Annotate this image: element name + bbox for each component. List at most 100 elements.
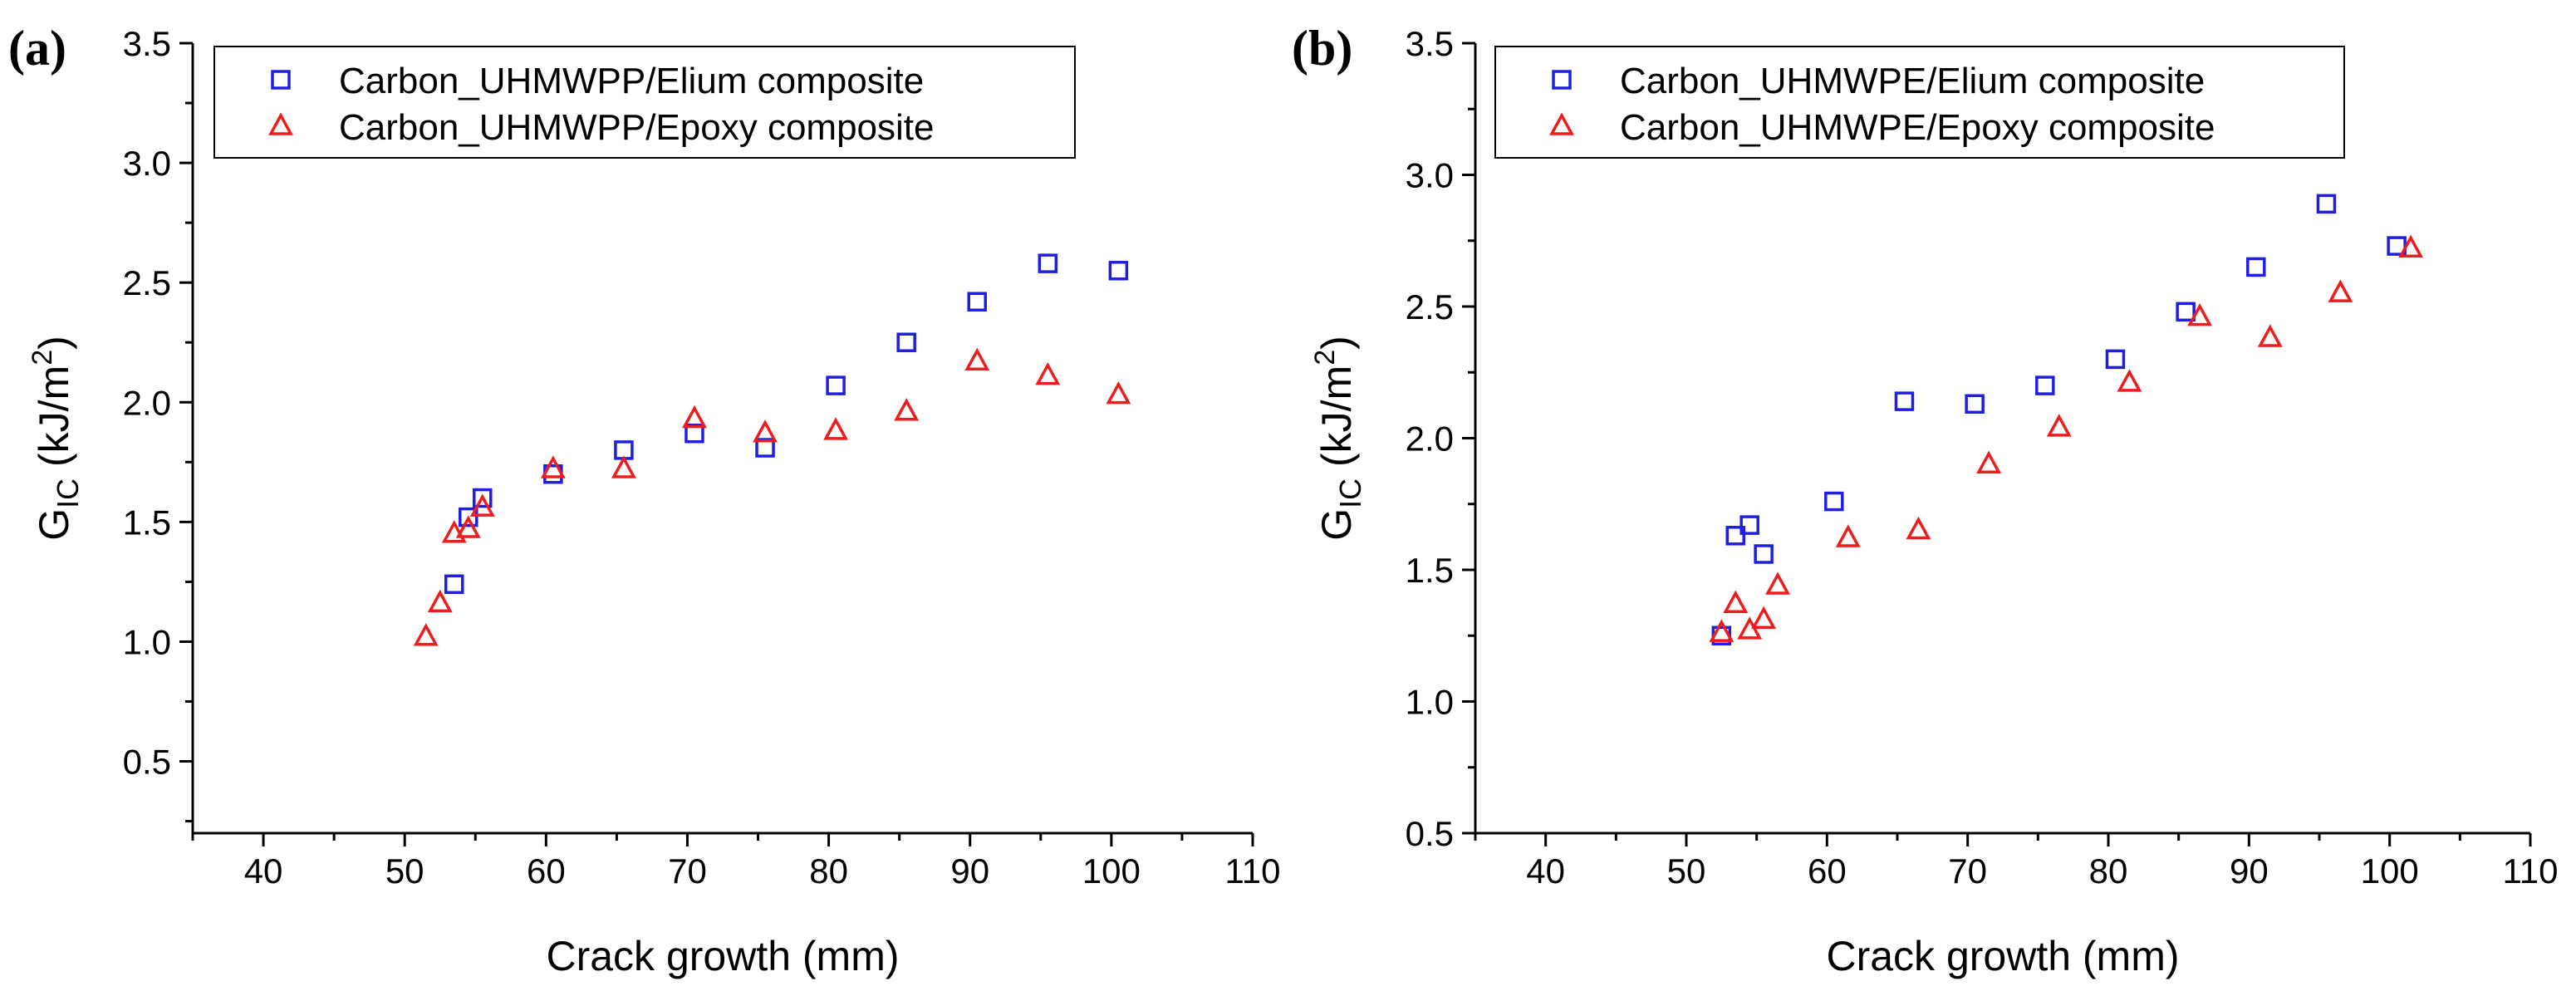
y-tick-label: 3.0 bbox=[123, 144, 171, 183]
data-point-triangle bbox=[427, 589, 453, 613]
data-point-square bbox=[1824, 491, 1844, 512]
data-point-triangle bbox=[611, 455, 636, 478]
x-tick-label: 40 bbox=[1526, 851, 1565, 890]
data-point-triangle bbox=[1723, 590, 1749, 613]
y-axis-title-close: ) bbox=[31, 336, 77, 350]
x-tick-label: 60 bbox=[527, 851, 566, 890]
y-axis-title-sup: 2 bbox=[27, 350, 58, 365]
data-point-square bbox=[1739, 515, 1759, 535]
data-point-triangle bbox=[1709, 619, 1735, 642]
x-axis-title: Crack growth (mm) bbox=[546, 933, 899, 979]
data-point-square bbox=[2246, 257, 2266, 277]
y-tick-label: 1.5 bbox=[123, 503, 171, 542]
x-tick-label: 70 bbox=[1948, 851, 1987, 890]
y-tick-label: 2.0 bbox=[123, 383, 171, 422]
legend-box bbox=[213, 46, 1076, 159]
legend-label: Carbon_UHMWPP/Epoxy composite bbox=[339, 107, 934, 148]
x-tick-label: 90 bbox=[950, 851, 989, 890]
y-tick-label: 0.5 bbox=[123, 743, 171, 782]
data-point-triangle bbox=[823, 417, 849, 440]
data-point-square bbox=[967, 292, 987, 312]
data-point-square bbox=[826, 375, 846, 395]
x-tick-label: 50 bbox=[385, 851, 424, 890]
data-point-triangle bbox=[2398, 234, 2424, 258]
series-1 bbox=[1709, 234, 2424, 642]
y-axis-title: GIC (kJ/m2) bbox=[1309, 336, 1367, 541]
y-axis-title-unit: (kJ/m bbox=[31, 365, 77, 478]
data-point-square bbox=[473, 488, 493, 508]
y-axis-title-sub: IC bbox=[1333, 478, 1367, 508]
x-tick-label: 90 bbox=[2230, 851, 2269, 890]
data-point-triangle bbox=[894, 398, 920, 421]
data-point-triangle bbox=[964, 347, 990, 371]
legend-box bbox=[1494, 46, 2345, 159]
y-tick-label: 1.0 bbox=[1406, 683, 1454, 722]
panel-label: (b) bbox=[1292, 21, 1352, 76]
data-point-triangle bbox=[682, 405, 707, 429]
data-point-triangle bbox=[1976, 450, 2002, 473]
data-point-square bbox=[896, 332, 916, 352]
y-tick-label: 2.5 bbox=[1406, 287, 1454, 326]
data-point-triangle bbox=[1835, 524, 1861, 547]
series-0 bbox=[444, 253, 1129, 595]
x-tick-label: 40 bbox=[244, 851, 283, 890]
y-tick-label: 1.5 bbox=[1406, 551, 1454, 590]
legend: Carbon_UHMWPE/Elium composite Carbon_UHMW… bbox=[1494, 46, 2345, 159]
legend-marker-square bbox=[1552, 70, 1572, 90]
x-tick-label: 100 bbox=[2361, 851, 2419, 890]
y-axis-title-main: G bbox=[31, 508, 77, 541]
x-tick-label: 100 bbox=[1082, 851, 1141, 890]
data-point-square bbox=[1725, 526, 1746, 546]
x-tick-label: 80 bbox=[809, 851, 848, 890]
legend-label: Carbon_UHMWPP/Elium composite bbox=[339, 61, 924, 101]
x-tick-label: 80 bbox=[2089, 851, 2128, 890]
chart-panel-b: 40 50 60 70 80 90 100 110 0.5 1.0 1.5 2.0 2.5 3.0 3.5 C… bbox=[1292, 21, 2558, 979]
legend-marker-square bbox=[271, 70, 291, 90]
y-tick-label: 2.0 bbox=[1406, 419, 1454, 459]
legend-label: Carbon_UHMWPE/Elium composite bbox=[1620, 61, 2205, 101]
x-tick-label: 60 bbox=[1808, 851, 1847, 890]
data-point-square bbox=[2035, 375, 2055, 395]
panel-label: (a) bbox=[8, 21, 66, 76]
y-tick-label: 1.0 bbox=[123, 622, 171, 661]
legend-marker-triangle bbox=[1549, 112, 1574, 135]
y-tick-label: 3.0 bbox=[1406, 156, 1454, 195]
data-point-square bbox=[1894, 391, 1915, 411]
x-axis-title: Crack growth (mm) bbox=[1826, 933, 2179, 979]
data-point-triangle bbox=[540, 455, 566, 478]
data-point-triangle bbox=[2117, 369, 2142, 392]
y-tick-label: 0.5 bbox=[1406, 814, 1454, 853]
data-point-square bbox=[1108, 261, 1129, 281]
data-point-triangle bbox=[2257, 324, 2283, 347]
legend-label: Carbon_UHMWPE/Epoxy composite bbox=[1620, 107, 2215, 148]
data-point-triangle bbox=[1106, 380, 1131, 405]
data-point-square bbox=[2105, 349, 2126, 370]
y-axis-title-sub: IC bbox=[51, 478, 85, 508]
data-point-triangle bbox=[1035, 361, 1061, 385]
y-axis-title-sup: 2 bbox=[1309, 350, 1341, 365]
data-point-square bbox=[1965, 394, 1985, 415]
data-point-triangle bbox=[753, 419, 778, 443]
legend: Carbon_UHMWPP/Elium composite Carbon_UHMW… bbox=[213, 46, 1076, 159]
data-point-square bbox=[444, 574, 464, 595]
x-tick-label: 70 bbox=[668, 851, 707, 890]
x-tick-label: 110 bbox=[2503, 851, 2559, 890]
data-point-triangle bbox=[469, 493, 495, 517]
y-axis-title: GIC (kJ/m2) bbox=[27, 336, 85, 541]
data-point-triangle bbox=[455, 515, 481, 538]
data-point-triangle bbox=[2187, 303, 2213, 326]
data-point-square bbox=[2316, 194, 2337, 214]
chart-panel-a: 40 50 60 70 80 90 100 110 0.5 1.0 1.5 2.0 2.5 3.0 3.5 C… bbox=[8, 21, 1280, 979]
data-point-square bbox=[2176, 302, 2196, 322]
y-tick-label: 2.5 bbox=[123, 263, 171, 302]
x-tick-label: 50 bbox=[1667, 851, 1706, 890]
y-tick-label: 3.5 bbox=[123, 24, 171, 63]
y-tick-label: 3.5 bbox=[1406, 24, 1454, 63]
data-point-triangle bbox=[1765, 572, 1791, 595]
y-axis-title-close: ) bbox=[1313, 336, 1360, 350]
data-point-square bbox=[1038, 253, 1058, 273]
y-axis-title-unit: (kJ/m bbox=[1313, 365, 1360, 478]
data-point-triangle bbox=[2328, 279, 2353, 302]
data-point-triangle bbox=[2046, 414, 2072, 437]
